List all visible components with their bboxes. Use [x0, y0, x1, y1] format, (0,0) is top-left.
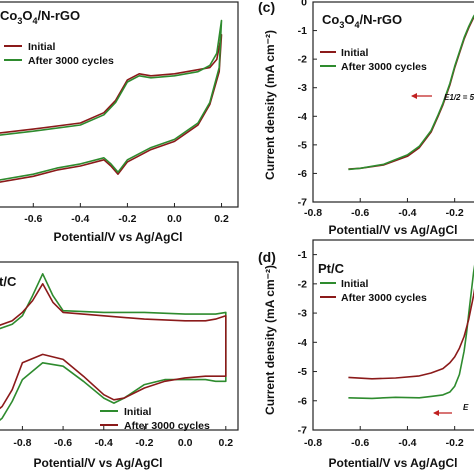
- series-line-initial: [0, 282, 227, 410]
- series-line-after: [348, 14, 474, 171]
- legend-label-initial: Initial: [341, 47, 369, 59]
- panel-co3o4-cv: Co3O4/N-rGO Initial After 3000 cycles Po…: [0, 1, 239, 244]
- legend-label-initial: Initial: [341, 278, 369, 290]
- x-axis-title: Potential/V vs Ag/AgCl: [329, 456, 458, 470]
- x-tick-label: -0.6: [351, 207, 369, 219]
- legend: Initial After 3000 cycles: [100, 406, 210, 432]
- y-axis-title: Current density (mA cm⁻²): [263, 265, 277, 415]
- legend: Initial After 3000 cycles: [4, 41, 114, 67]
- legend-label-after: After 3000 cycles: [341, 61, 427, 73]
- x-tick-label: -0.8: [304, 437, 322, 449]
- x-tick-label: 0.0: [167, 213, 182, 225]
- y-axis-title: Current density (mA cm⁻²): [263, 30, 277, 180]
- x-tick-label: -0.8: [304, 207, 322, 219]
- series-line-initial: [348, 15, 474, 170]
- series-line-after: [348, 264, 474, 400]
- x-tick-label: -0.4: [398, 207, 416, 219]
- x-tick-label: 0.0: [178, 437, 193, 449]
- x-tick-label: -0.4: [71, 213, 89, 225]
- x-tick-label: -0.4: [95, 437, 113, 449]
- legend-label-after: After 3000 cycles: [124, 420, 210, 432]
- x-axis-title: Potential/V vs Ag/AgCl: [34, 456, 163, 470]
- panel-title: Co3O4/N-rGO: [0, 8, 80, 26]
- y-tick-label: -3: [298, 82, 307, 94]
- y-tick-label: -7: [298, 197, 307, 209]
- plot-frame: [0, 261, 239, 431]
- y-tick-label: -3: [298, 308, 307, 320]
- y-tick-label: -1: [298, 25, 307, 37]
- panel-title: Ptt/C: [0, 274, 17, 289]
- panel-letter-c: (c): [258, 0, 275, 15]
- x-tick-label: -0.6: [351, 437, 369, 449]
- panel-title: Pt/C: [318, 261, 345, 276]
- y-tick-label: -4: [298, 111, 307, 123]
- panel-ptc-lsv: (d) Pt/C Initial After 3000 cycles Poten…: [258, 239, 474, 470]
- e-half-annotation: E: [463, 403, 469, 412]
- y-tick-label: -6: [298, 395, 307, 407]
- legend-label-initial: Initial: [124, 406, 152, 418]
- e-half-annotation: E1/2 = 5: [444, 93, 474, 102]
- legend-label-after: After 3000 cycles: [28, 55, 114, 67]
- x-tick-label: -0.2: [446, 437, 464, 449]
- plot-frame: [0, 1, 239, 208]
- panel-letter-d: (d): [258, 249, 276, 265]
- legend-label-after: After 3000 cycles: [341, 292, 427, 304]
- panel-title: Co3O4/N-rGO: [322, 12, 402, 30]
- x-axis-title: Potential/V vs Ag/AgCl: [54, 230, 183, 244]
- panel-ptc-cv: Ptt/C Initial After 3000 cycles Potentia…: [0, 261, 239, 470]
- series-line-after: [0, 19, 223, 181]
- x-axis-title: Potential/V vs Ag/AgCl: [329, 223, 458, 237]
- y-tick-label: -2: [298, 278, 307, 290]
- series-line-after: [0, 272, 227, 421]
- legend: Initial After 3000 cycles: [320, 278, 427, 304]
- x-tick-label: -0.4: [398, 437, 416, 449]
- legend: Initial After 3000 cycles: [320, 47, 427, 73]
- x-tick-label: -0.2: [446, 207, 464, 219]
- x-tick-label: -0.6: [24, 213, 42, 225]
- x-tick-label: 0.2: [218, 437, 233, 449]
- y-tick-label: 0: [301, 0, 307, 9]
- plot-frame: [312, 1, 474, 203]
- x-tick-label: -0.8: [13, 437, 31, 449]
- y-tick-label: -7: [298, 425, 307, 437]
- y-tick-label: -6: [298, 168, 307, 180]
- x-tick-label: -0.6: [54, 437, 72, 449]
- x-tick-label: -0.2: [118, 213, 136, 225]
- y-tick-label: -2: [298, 54, 307, 66]
- y-tick-label: -5: [298, 366, 307, 378]
- panel-co3o4-lsv: (c) Co3O4/N-rGO Initial After 3000 cycle…: [258, 0, 474, 237]
- x-tick-label: -0.2: [135, 437, 153, 449]
- series-line-initial: [348, 287, 474, 380]
- y-tick-label: -1: [298, 249, 307, 261]
- y-tick-label: -5: [298, 139, 307, 151]
- plot-frame: [312, 239, 474, 431]
- y-tick-label: -4: [298, 337, 307, 349]
- x-tick-label: 0.2: [214, 213, 229, 225]
- legend-label-initial: Initial: [28, 41, 56, 53]
